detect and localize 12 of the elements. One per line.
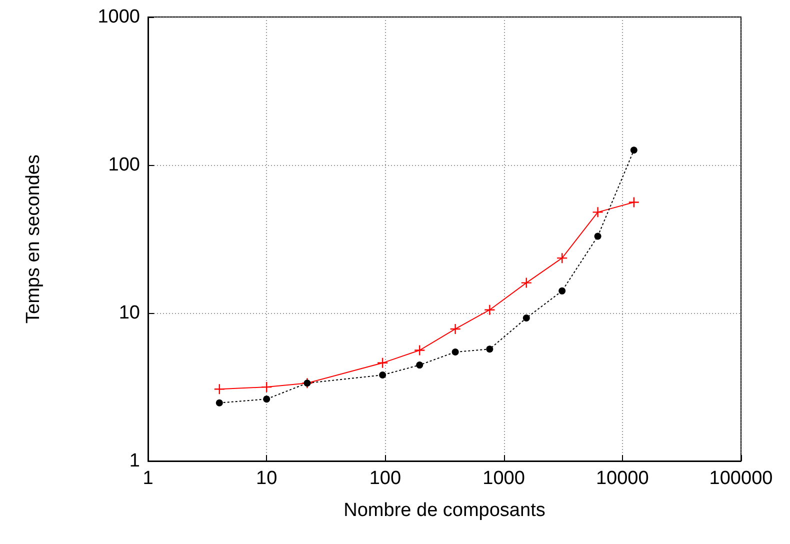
y-axis-title: Temps en secondes — [23, 154, 44, 324]
y-tick-label: 1 — [129, 450, 140, 472]
y-tick-label: 10 — [118, 302, 140, 324]
x-tick-label: 1 — [142, 468, 154, 489]
x-tick-label: 10000 — [596, 468, 649, 489]
x-tick-label: 100 — [369, 468, 402, 489]
x-axis-title: Nombre de composants — [344, 500, 546, 521]
y-tick-label: 100 — [108, 154, 140, 176]
x-tick-label: 10 — [256, 468, 278, 489]
y-tick-label: 1000 — [98, 6, 140, 28]
x-tick-label: 100000 — [709, 468, 773, 489]
x-tick-label: 1000 — [482, 468, 525, 489]
